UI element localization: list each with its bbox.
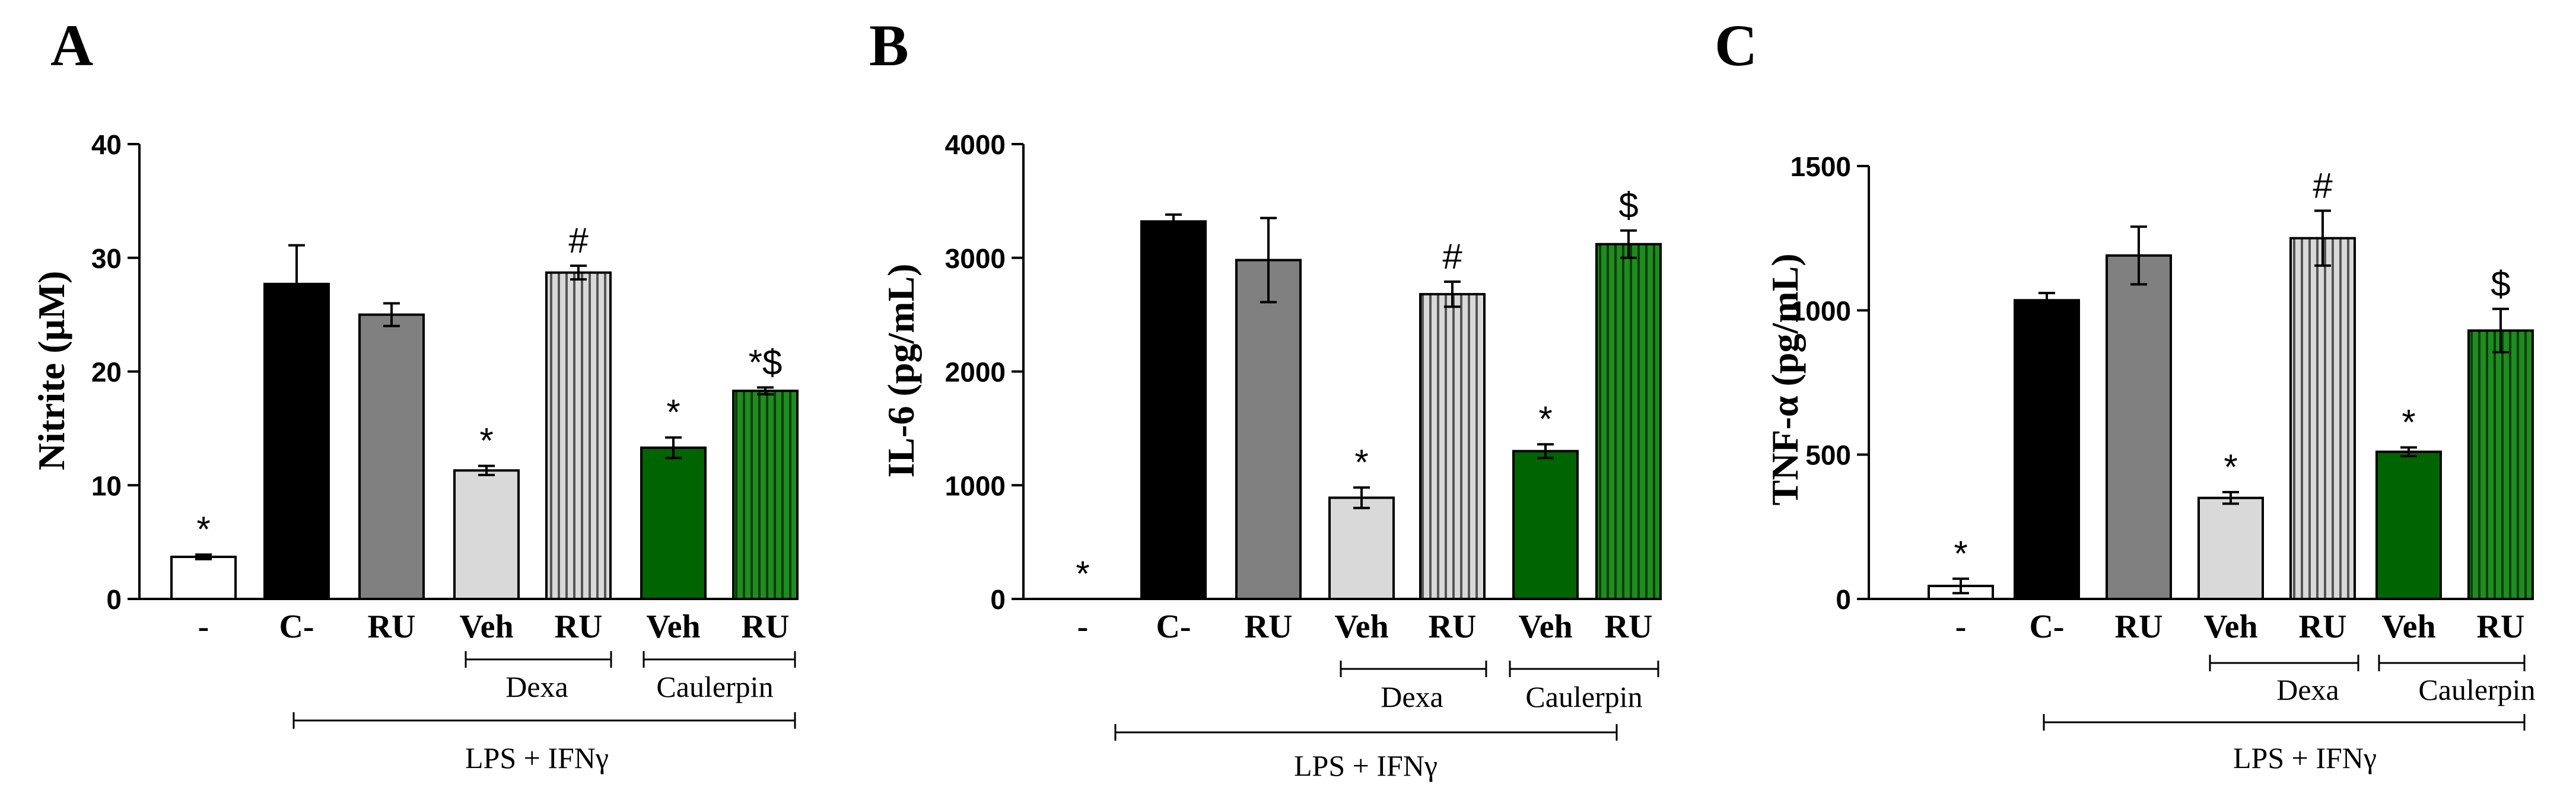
bar [1595,243,1662,600]
bar [2289,237,2356,600]
bar [1328,496,1395,601]
significance-marker: $ [1618,186,1638,225]
y-tick-label: 0 [990,584,1006,615]
y-tick-label: 500 [1805,440,1851,471]
x-tick-label: Veh [1518,608,1572,645]
y-tick-label: 40 [91,129,122,160]
bar [640,446,707,600]
group-label-lps: LPS + IFNγ [1294,749,1438,782]
significance-marker: * [1954,534,1967,573]
x-tick-label: Veh [1334,608,1388,645]
x-tick-label: RU [2115,608,2163,645]
x-tick-label: RU [2477,608,2525,645]
y-tick-label: 1000 [945,470,1006,501]
bar [1235,259,1302,600]
y-tick-label: 0 [106,584,122,615]
group-label-dexa: Dexa [1381,680,1443,713]
y-axis-label: Nitrite (μM) [30,271,72,471]
x-tick-label: Veh [2203,608,2257,645]
significance-marker: *$ [749,342,783,382]
x-tick-label: Veh [2381,608,2435,645]
x-tick-label: RU [742,608,790,645]
bar [1419,293,1486,600]
group-label-caulerpin: Caulerpin [1525,680,1642,713]
y-tick-label: 20 [91,357,122,388]
x-tick-label: Veh [459,608,513,645]
x-tick-label: RU [1605,608,1653,645]
x-tick-label: RU [1245,608,1293,645]
bar [2014,299,2080,600]
bar [2467,329,2534,601]
x-tick-label: RU [2299,608,2347,645]
x-tick-label: RU [555,608,603,645]
panel-b: B IL-6 (pg/mL) 0 1000 2000 3000 4000 - * C- RU Ve… [869,12,1662,782]
y-tick-label: 30 [91,243,122,274]
panel-c: C TNF-α (pg/mL) 0 500 1000 1500 - * C- RU Veh * RU… [1715,12,2536,774]
significance-marker: * [2224,447,2237,487]
panel-a: A Nitrite (μM) 0 10 20 30 40 - * C- RU Veh * RU # Veh… [30,12,799,774]
y-tick-label: 3000 [945,243,1006,274]
group-label-dexa: Dexa [505,670,568,703]
significance-marker: # [1442,237,1462,276]
y-tick-label: 1500 [1791,151,1851,182]
bar [1512,449,1579,600]
significance-marker: * [2402,403,2415,442]
x-tick-label: Veh [646,608,700,645]
bar [358,313,425,600]
group-label-caulerpin: Caulerpin [2418,673,2535,706]
bar [2197,496,2264,601]
y-tick-label: 1000 [1791,295,1851,326]
x-tick-label: - [198,608,209,645]
x-tick-label: - [1077,608,1089,645]
significance-marker: * [666,393,680,432]
group-label-caulerpin: Caulerpin [656,670,773,703]
bar [453,469,520,601]
y-tick-label: 2000 [945,357,1006,388]
y-tick-label: 10 [91,470,122,501]
x-tick-label: C- [279,608,314,645]
y-axis-label: TNF-α (pg/mL) [1764,253,1806,505]
panel-letter: C [1715,12,1757,78]
bar [170,556,237,600]
y-tick-label: 4000 [945,129,1006,160]
bar [263,282,330,601]
x-tick-label: C- [2029,608,2064,645]
y-tick-label: 0 [1836,584,1851,615]
significance-marker: # [2313,165,2333,205]
significance-marker: $ [2491,264,2510,304]
significance-marker: * [1076,554,1089,594]
significance-marker: # [568,221,589,260]
x-tick-label: RU [1429,608,1477,645]
bar [545,271,612,600]
panel-letter: B [869,12,909,78]
x-tick-label: RU [368,608,416,645]
x-tick-label: C- [1156,608,1191,645]
bar [732,390,799,600]
significance-marker: * [196,509,210,549]
bar [2375,450,2442,600]
group-label-lps: LPS + IFNγ [465,741,609,774]
y-axis-label: IL-6 (pg/mL) [880,264,922,478]
significance-marker: * [1354,442,1368,482]
bar [2106,254,2172,601]
bar [1140,220,1207,600]
significance-marker: * [1538,399,1552,439]
x-tick-label: - [1955,608,1967,645]
group-label-lps: LPS + IFNγ [2233,741,2377,774]
panel-letter: A [50,12,93,78]
group-label-dexa: Dexa [2276,673,2339,706]
significance-marker: * [479,421,493,461]
